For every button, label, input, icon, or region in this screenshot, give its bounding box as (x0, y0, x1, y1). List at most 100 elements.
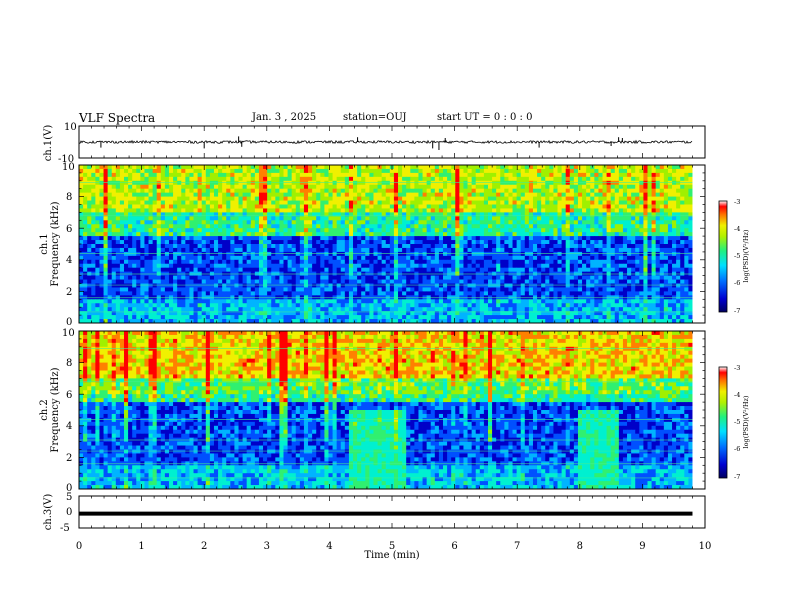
spectrogram-cell (153, 193, 157, 197)
spectrogram-cell (570, 256, 574, 260)
spectrogram-cell (247, 169, 251, 173)
spectrogram-cell (517, 205, 521, 209)
spectrogram-cell (386, 216, 390, 220)
spectrogram-cell (504, 260, 508, 264)
spectrogram-cell (607, 236, 611, 240)
spectrogram-cell (120, 212, 124, 216)
spectrogram-cell (598, 208, 602, 212)
spectrogram-cell (652, 208, 656, 212)
spectrogram-cell (169, 181, 173, 185)
spectrogram-cell (283, 201, 287, 205)
spectrogram-cell (676, 248, 680, 252)
spectrogram-cell (508, 177, 512, 181)
spectrogram-cell (316, 193, 320, 197)
spectrogram-cell (218, 201, 222, 205)
spectrogram-cell (91, 236, 95, 240)
spectrogram-cell (214, 256, 218, 260)
spectrogram-cell (414, 248, 418, 252)
spectrogram-cell (623, 260, 627, 264)
spectrogram-cell (292, 268, 296, 272)
spectrogram-cell (459, 224, 463, 228)
spectrogram-cell (562, 177, 566, 181)
spectrogram-cell (504, 216, 508, 220)
spectrogram-cell (128, 280, 132, 284)
spectrogram-cell (189, 264, 193, 268)
spectrogram-cell (292, 197, 296, 201)
spectrogram-cell (79, 284, 83, 288)
spectrogram-cell (603, 181, 607, 185)
spectrogram-cell (443, 268, 447, 272)
spectrogram-cell (349, 208, 353, 212)
spectrogram-cell (521, 240, 525, 244)
spectrogram-cell (488, 197, 492, 201)
spectrogram-cell (680, 240, 684, 244)
spectrogram-cell (112, 208, 116, 212)
spectrogram-cell (181, 260, 185, 264)
spectrogram-cell (79, 173, 83, 177)
spectrogram-cell (369, 236, 373, 240)
spectrogram-cell (263, 280, 267, 284)
spectrogram-cell (537, 252, 541, 256)
spectrogram-cell (161, 224, 165, 228)
spectrogram-cell (451, 216, 455, 220)
spectrogram-cell (386, 185, 390, 189)
spectrogram-cell (177, 216, 181, 220)
spectrogram-cell (439, 177, 443, 181)
spectrogram-cell (635, 165, 639, 169)
spectrogram-cell (447, 256, 451, 260)
spectrogram-cell (488, 220, 492, 224)
spectrogram-cell (386, 169, 390, 173)
spectrogram-cell (611, 284, 615, 288)
spectrogram-cell (676, 177, 680, 181)
spectrogram-cell (529, 264, 533, 268)
spectrogram-cell (496, 260, 500, 264)
spectrogram-cell (676, 189, 680, 193)
spectrogram-cell (635, 189, 639, 193)
spectrogram-cell (431, 216, 435, 220)
spectrogram-cell (263, 252, 267, 256)
spectrogram-cell (455, 276, 459, 280)
spectrogram-cell (664, 216, 668, 220)
spectrogram-cell (226, 189, 230, 193)
spectrogram-cell (578, 240, 582, 244)
spectrogram-cell (173, 177, 177, 181)
spectrogram-cell (504, 280, 508, 284)
spectrogram-cell (672, 284, 676, 288)
spectrogram-cell (255, 189, 259, 193)
spectrogram-cell (177, 256, 181, 260)
spectrogram-cell (427, 236, 431, 240)
spectrogram-cell (300, 236, 304, 240)
spectrogram-cell (688, 189, 692, 193)
spectrogram-cell (267, 169, 271, 173)
spectrogram-cell (112, 240, 116, 244)
spectrogram-cell (312, 264, 316, 268)
spectrogram-cell (410, 240, 414, 244)
spectrogram-cell (492, 177, 496, 181)
spectrogram-cell (181, 169, 185, 173)
spectrogram-cell (218, 165, 222, 169)
spectrogram-cell (144, 232, 148, 236)
spectrogram-cell (459, 256, 463, 260)
spectrogram-cell (533, 284, 537, 288)
spectrogram-cell (173, 212, 177, 216)
spectrogram-cell (341, 185, 345, 189)
spectrogram-cell (545, 260, 549, 264)
spectrogram-cell (365, 268, 369, 272)
spectrogram-cell (357, 236, 361, 240)
spectrogram-cell (230, 276, 234, 280)
spectrogram-cell (120, 232, 124, 236)
spectrogram-cell (345, 185, 349, 189)
spectrogram-cell (345, 244, 349, 248)
spectrogram-cell (259, 208, 263, 212)
spectrogram-cell (562, 260, 566, 264)
spectrogram-cell (95, 197, 99, 201)
spectrogram-cell (562, 173, 566, 177)
spectrogram-cell (488, 216, 492, 220)
spectrogram-cell (619, 276, 623, 280)
spectrogram-cell (153, 177, 157, 181)
spectrogram-cell (455, 185, 459, 189)
spectrogram-cell (251, 205, 255, 209)
spectrogram-cell (263, 208, 267, 212)
spectrogram-cell (615, 208, 619, 212)
spectrogram-cell (549, 228, 553, 232)
